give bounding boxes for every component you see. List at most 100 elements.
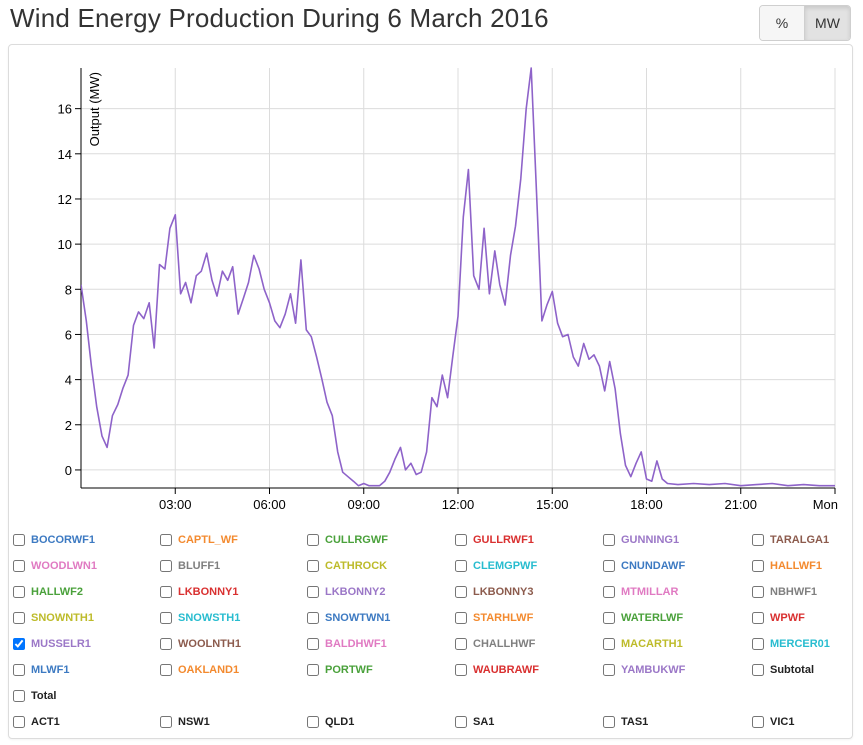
legend-item-musselr1[interactable]: MUSSELR1 — [13, 636, 91, 652]
legend-checkbox-hallwf2[interactable] — [13, 586, 25, 598]
x-tick-label: 21:00 — [724, 497, 757, 512]
legend-item-lkbonny2[interactable]: LKBONNY2 — [307, 584, 386, 600]
legend-checkbox-bocorwf1[interactable] — [13, 534, 25, 546]
legend-checkbox-snowtwn1[interactable] — [307, 612, 319, 624]
legend-item-snowtwn1[interactable]: SNOWTWN1 — [307, 610, 390, 626]
legend-checkbox-hallwf1[interactable] — [752, 560, 764, 572]
legend-item-mtmillar[interactable]: MTMILLAR — [603, 584, 678, 600]
legend-checkbox-total[interactable] — [13, 690, 25, 702]
legend-checkbox-qld1[interactable] — [307, 716, 319, 728]
legend-item-bluff1[interactable]: BLUFF1 — [160, 558, 220, 574]
legend-item-oakland1[interactable]: OAKLAND1 — [160, 662, 239, 678]
legend-item-hallwf2[interactable]: HALLWF2 — [13, 584, 83, 600]
legend-checkbox-bluff1[interactable] — [160, 560, 172, 572]
legend-checkbox-act1[interactable] — [13, 716, 25, 728]
legend-checkbox-taralga1[interactable] — [752, 534, 764, 546]
legend-item-nsw1[interactable]: NSW1 — [160, 714, 210, 730]
legend-item-baldhwf1[interactable]: BALDHWF1 — [307, 636, 387, 652]
legend-checkbox-waterlwf[interactable] — [603, 612, 615, 624]
legend-label: MUSSELR1 — [31, 638, 91, 650]
y-tick-label: 6 — [65, 327, 72, 342]
legend-item-clemgpwf[interactable]: CLEMGPWF — [455, 558, 537, 574]
legend-item-cnundawf[interactable]: CNUNDAWF — [603, 558, 685, 574]
legend-checkbox-baldhwf1[interactable] — [307, 638, 319, 650]
legend-label: TARALGA1 — [770, 534, 830, 546]
legend-label: BLUFF1 — [178, 560, 221, 572]
legend-item-snowsth1[interactable]: SNOWSTH1 — [160, 610, 240, 626]
legend-checkbox-snowsth1[interactable] — [160, 612, 172, 624]
legend-item-captl-wf[interactable]: CAPTL_WF — [160, 532, 238, 548]
legend-checkbox-subtotal[interactable] — [752, 664, 764, 676]
legend-checkbox-mlwf1[interactable] — [13, 664, 25, 676]
legend-checkbox-snownth1[interactable] — [13, 612, 25, 624]
legend-checkbox-nbhwf1[interactable] — [752, 586, 764, 598]
legend-checkbox-cullrgwf[interactable] — [307, 534, 319, 546]
x-tick-label: 03:00 — [159, 497, 192, 512]
legend-checkbox-macarth1[interactable] — [603, 638, 615, 650]
percent-toggle-button[interactable]: % — [760, 6, 805, 40]
legend-checkbox-mercer01[interactable] — [752, 638, 764, 650]
legend-checkbox-cnundawf[interactable] — [603, 560, 615, 572]
legend-item-gullrwf1[interactable]: GULLRWF1 — [455, 532, 534, 548]
legend-item-mlwf1[interactable]: MLWF1 — [13, 662, 70, 678]
legend-checkbox-sa1[interactable] — [455, 716, 467, 728]
legend-label: SA1 — [473, 716, 495, 728]
legend-checkbox-portwf[interactable] — [307, 664, 319, 676]
legend-label: LKBONNY3 — [473, 586, 534, 598]
legend-checkbox-yambukwf[interactable] — [603, 664, 615, 676]
legend-item-tas1[interactable]: TAS1 — [603, 714, 648, 730]
legend-checkbox-challhwf[interactable] — [455, 638, 467, 650]
legend-item-portwf[interactable]: PORTWF — [307, 662, 373, 678]
legend-checkbox-mtmillar[interactable] — [603, 586, 615, 598]
legend-item-waterlwf[interactable]: WATERLWF — [603, 610, 683, 626]
legend-checkbox-wpwf[interactable] — [752, 612, 764, 624]
legend-item-taralga1[interactable]: TARALGA1 — [752, 532, 829, 548]
legend-checkbox-gullrwf1[interactable] — [455, 534, 467, 546]
legend-item-act1[interactable]: ACT1 — [13, 714, 60, 730]
legend-item-yambukwf[interactable]: YAMBUKWF — [603, 662, 685, 678]
legend-label: Total — [31, 690, 57, 702]
legend-label: CATHROCK — [325, 560, 388, 572]
legend-item-snownth1[interactable]: SNOWNTH1 — [13, 610, 94, 626]
x-tick-label: 12:00 — [442, 497, 475, 512]
legend-checkbox-oakland1[interactable] — [160, 664, 172, 676]
mw-toggle-button[interactable]: MW — [805, 6, 850, 40]
legend-item-total[interactable]: Total — [13, 688, 56, 704]
legend-checkbox-musselr1[interactable] — [13, 638, 25, 650]
legend-item-waubrawf[interactable]: WAUBRAWF — [455, 662, 539, 678]
legend-checkbox-gunning1[interactable] — [603, 534, 615, 546]
legend-checkbox-cathrock[interactable] — [307, 560, 319, 572]
y-tick-label: 4 — [65, 373, 72, 388]
legend-item-woolnth1[interactable]: WOOLNTH1 — [160, 636, 241, 652]
legend-checkbox-clemgpwf[interactable] — [455, 560, 467, 572]
legend-item-starhlwf[interactable]: STARHLWF — [455, 610, 533, 626]
legend-checkbox-lkbonny2[interactable] — [307, 586, 319, 598]
legend-checkbox-woodlwn1[interactable] — [13, 560, 25, 572]
legend-checkbox-lkbonny3[interactable] — [455, 586, 467, 598]
legend-item-gunning1[interactable]: GUNNING1 — [603, 532, 679, 548]
legend-item-woodlwn1[interactable]: WOODLWN1 — [13, 558, 97, 574]
legend-checkbox-nsw1[interactable] — [160, 716, 172, 728]
legend-item-vic1[interactable]: VIC1 — [752, 714, 794, 730]
legend-item-wpwf[interactable]: WPWF — [752, 610, 805, 626]
legend-item-lkbonny1[interactable]: LKBONNY1 — [160, 584, 239, 600]
legend-item-subtotal[interactable]: Subtotal — [752, 662, 814, 678]
legend-item-bocorwf1[interactable]: BOCORWF1 — [13, 532, 95, 548]
legend-item-cullrgwf[interactable]: CULLRGWF — [307, 532, 388, 548]
legend-checkbox-starhlwf[interactable] — [455, 612, 467, 624]
legend-item-hallwf1[interactable]: HALLWF1 — [752, 558, 822, 574]
legend-checkbox-woolnth1[interactable] — [160, 638, 172, 650]
legend-checkbox-tas1[interactable] — [603, 716, 615, 728]
legend-item-challhwf[interactable]: CHALLHWF — [455, 636, 535, 652]
legend-item-sa1[interactable]: SA1 — [455, 714, 494, 730]
legend-checkbox-captl-wf[interactable] — [160, 534, 172, 546]
legend-item-qld1[interactable]: QLD1 — [307, 714, 354, 730]
legend-checkbox-waubrawf[interactable] — [455, 664, 467, 676]
legend-item-mercer01[interactable]: MERCER01 — [752, 636, 830, 652]
legend-item-lkbonny3[interactable]: LKBONNY3 — [455, 584, 534, 600]
legend-item-macarth1[interactable]: MACARTH1 — [603, 636, 683, 652]
legend-checkbox-lkbonny1[interactable] — [160, 586, 172, 598]
legend-item-cathrock[interactable]: CATHROCK — [307, 558, 387, 574]
legend-checkbox-vic1[interactable] — [752, 716, 764, 728]
legend-item-nbhwf1[interactable]: NBHWF1 — [752, 584, 817, 600]
